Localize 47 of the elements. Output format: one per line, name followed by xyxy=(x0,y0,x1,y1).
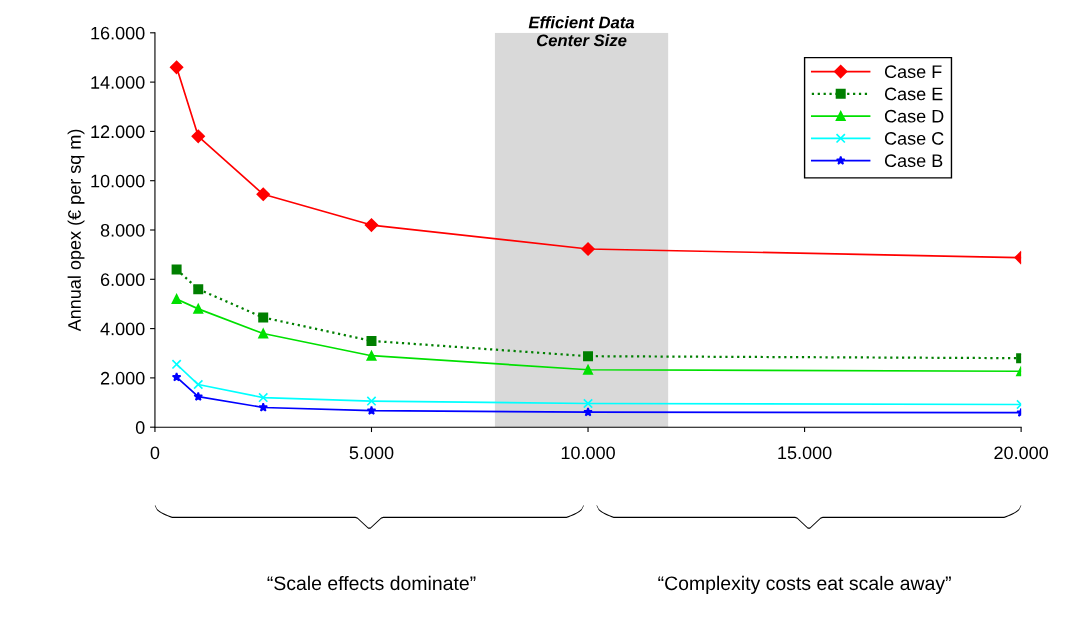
legend-label: Case D xyxy=(884,109,944,123)
point xyxy=(366,405,377,415)
point xyxy=(171,294,182,305)
point xyxy=(366,396,377,407)
y-tick-label: 4.000 xyxy=(100,322,145,336)
point xyxy=(169,60,184,75)
y-tick-label: 14.000 xyxy=(91,76,145,89)
legend-label: Case C xyxy=(884,132,944,145)
y-tick-label: 0 xyxy=(135,421,145,434)
text: “Scale effects dominate” xyxy=(267,575,476,591)
x-tick-label: 20.000 xyxy=(994,446,1049,460)
point xyxy=(171,264,182,275)
y-tick-label: 6.000 xyxy=(100,273,145,287)
point xyxy=(366,335,377,346)
point xyxy=(193,379,204,390)
y-tick-label: 10.000 xyxy=(91,174,145,188)
x-tick-label: 5.000 xyxy=(349,446,394,460)
point xyxy=(171,372,182,382)
point xyxy=(583,364,594,375)
point xyxy=(583,351,594,362)
point xyxy=(258,392,269,403)
point xyxy=(583,398,594,409)
x-tick-label: 10.000 xyxy=(561,446,615,460)
point xyxy=(583,407,593,417)
y-tick-label: 12.000 xyxy=(91,125,145,139)
point xyxy=(366,350,377,361)
point xyxy=(258,328,269,339)
y-axis-title: Annual opex (€ per sq m) xyxy=(67,129,85,332)
point xyxy=(193,303,204,314)
point xyxy=(364,218,379,232)
y-tick-label: 8.000 xyxy=(100,223,145,237)
text: “Complexity costs eat scale away” xyxy=(658,575,951,594)
x-tick-label: 0 xyxy=(150,446,160,460)
point xyxy=(256,187,270,201)
band-label: Efficient Data Center Size xyxy=(528,16,635,47)
legend-label: Case B xyxy=(884,154,943,168)
point xyxy=(258,312,269,323)
point xyxy=(193,284,204,295)
point xyxy=(258,402,269,412)
legend-label: Case E xyxy=(884,87,943,101)
y-tick-label: 2.000 xyxy=(100,371,145,385)
point xyxy=(581,242,595,256)
point xyxy=(171,359,182,370)
legend-label: Case F xyxy=(884,65,942,79)
x-tick-label: 15.000 xyxy=(778,446,832,460)
point xyxy=(191,129,205,144)
y-tick-label: 16.000 xyxy=(91,26,145,40)
